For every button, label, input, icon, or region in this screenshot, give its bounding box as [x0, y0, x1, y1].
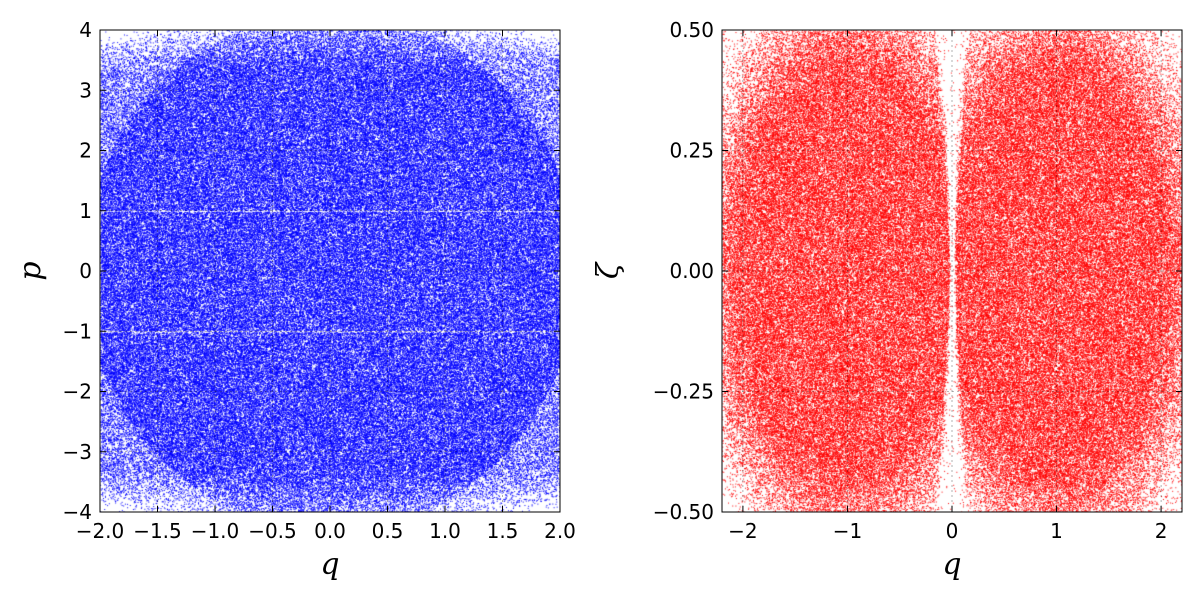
x-tick-label: 2.0 — [544, 519, 576, 543]
y-tick-label: −0.50 — [653, 500, 714, 524]
x-axis-label: q — [942, 547, 961, 582]
x-tick-label: 1.5 — [487, 519, 519, 543]
y-tick-label: −3 — [63, 440, 92, 464]
x-tick-label: 1.0 — [429, 519, 461, 543]
grid — [100, 30, 560, 512]
x-tick-label: 2 — [1155, 519, 1168, 543]
x-tick-label: −2.0 — [76, 519, 125, 543]
x-tick-label: −1.0 — [191, 519, 240, 543]
left-scatter-panel: −2.0 −1.5 −1.0 −0.5 0.0 0.5 1.0 1.5 2.0 −4 −3 −2 −1 0… — [13, 18, 576, 582]
y-tick-label: 3 — [79, 78, 92, 102]
x-tick-label: −2 — [728, 519, 757, 543]
y-tick-label: 0 — [79, 259, 92, 283]
y-tick-label: −1 — [63, 319, 92, 343]
y-tick-label: 0.50 — [669, 18, 714, 42]
x-tick-label: 0.0 — [314, 519, 346, 543]
x-tick-label: −1.5 — [133, 519, 182, 543]
x-tick-label: −0.5 — [248, 519, 297, 543]
y-tick-label: 2 — [79, 139, 92, 163]
right-scatter-panel: −2 −1 0 1 2 −0.50 −0.25 0.00 0.25 0.50 q ζ — [591, 18, 1183, 582]
grid — [722, 30, 1182, 512]
x-tick-label: −1 — [833, 519, 862, 543]
x-tick-label: 0.5 — [372, 519, 404, 543]
y-tick-label: 0.25 — [669, 139, 714, 163]
x-tick-label: 0 — [946, 519, 959, 543]
y-axis-label: ζ — [591, 261, 626, 279]
y-tick-label: 0.00 — [669, 259, 714, 283]
x-axis-label: q — [320, 547, 339, 582]
y-axis-label: p — [13, 261, 48, 280]
y-tick-label: −2 — [63, 380, 92, 404]
y-tick-label: 4 — [79, 18, 92, 42]
x-tick-label: 1 — [1050, 519, 1063, 543]
y-tick-label: −4 — [63, 500, 92, 524]
y-tick-label: −0.25 — [653, 380, 714, 404]
y-tick-label: 1 — [79, 199, 92, 223]
